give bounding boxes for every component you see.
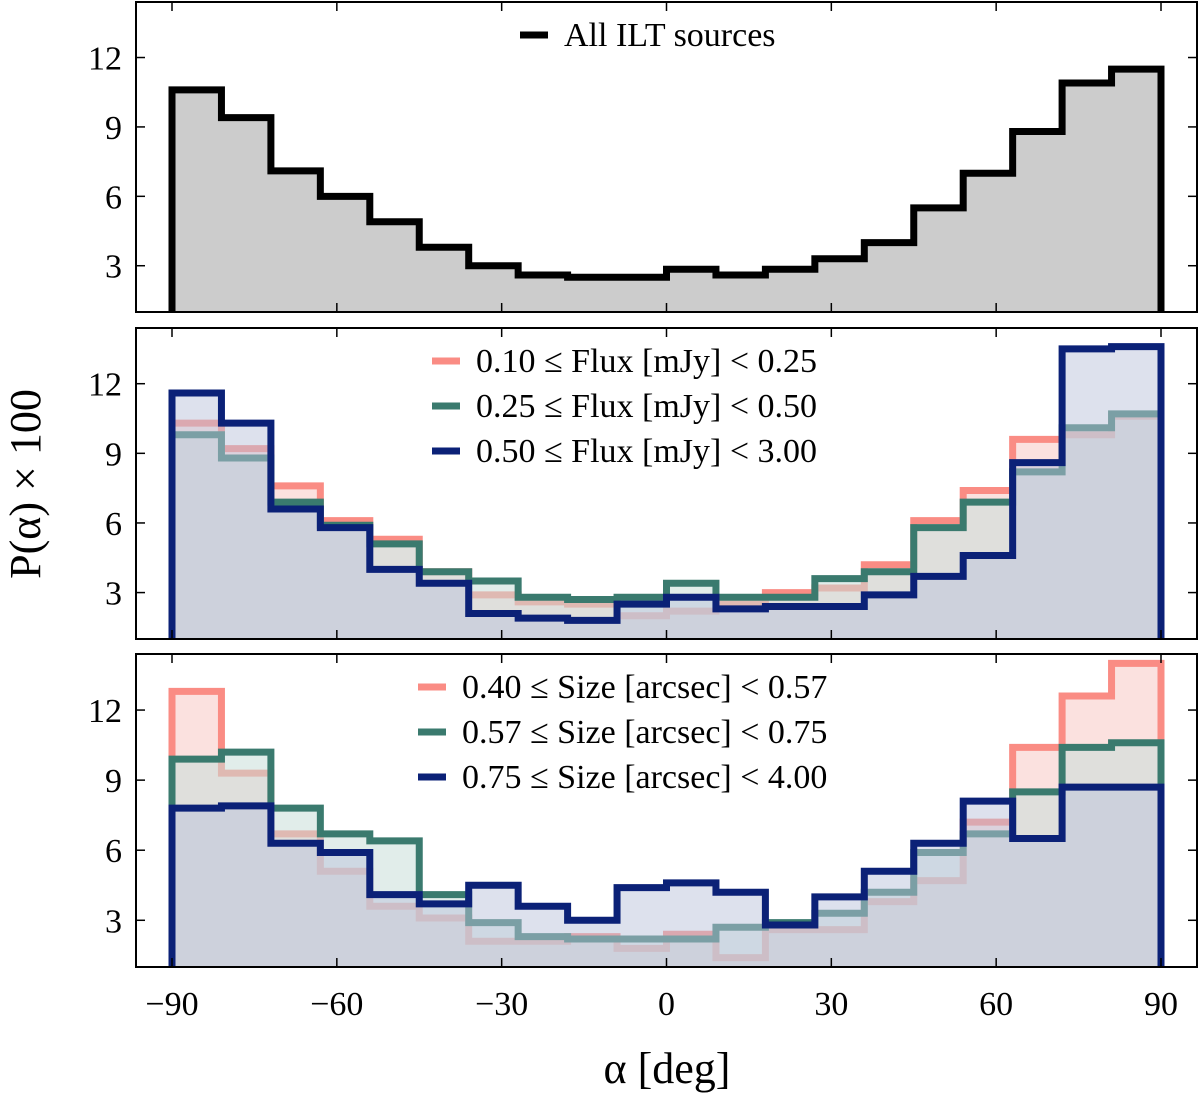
series-line-3 [168,343,1165,639]
y-tick-label: 12 [88,693,122,730]
legend-label: 0.57 ≤ Size [arcsec] < 0.75 [462,714,827,751]
legend-label: 0.25 ≤ Flux [mJy] < 0.50 [476,388,817,425]
y-tick-label: 12 [88,367,122,404]
y-tick-label: 9 [105,436,122,473]
series-line-1 [168,65,1165,312]
y-tick-label: 6 [105,179,122,216]
y-tick-label: 3 [105,249,122,286]
panel-3: 3 6 9 12 −90 −60 −30 0 30 60 90 0.40 ≤ Size [arcsec… [88,653,1198,1093]
y-tick-label: 12 [88,41,122,78]
y-tick-label: 6 [105,506,122,543]
x-tick-label: 0 [658,986,675,1023]
x-tick-label: −90 [145,986,198,1023]
x-tick-label: 30 [814,986,848,1023]
x-tick-label: 60 [979,986,1013,1023]
x-tick-label: −30 [475,986,528,1023]
y-axis-title: P(α) × 100 [1,389,50,579]
panel-2: 3 6 9 12 0.10 ≤ Flux [mJy] < 0.25 0.25 ≤ Flux… [88,327,1198,640]
x-tick-label: 90 [1144,986,1178,1023]
legend-label: 0.50 ≤ Flux [mJy] < 3.00 [476,433,817,470]
y-tick-label: 3 [105,903,122,940]
series-fill-1 [172,69,1161,312]
y-tick-label: 9 [105,110,122,147]
series-fill-3 [172,787,1161,967]
x-tick-label: −60 [310,986,363,1023]
panel-1: 3 6 9 12 All ILT sources [88,1,1198,313]
legend-label: 0.40 ≤ Size [arcsec] < 0.57 [462,669,827,706]
y-tick-label: 3 [105,576,122,613]
x-axis-title: α [deg] [604,1044,731,1093]
legend-label: 0.10 ≤ Flux [mJy] < 0.25 [476,343,817,380]
y-tick-label: 9 [105,763,122,800]
legend-label: 0.75 ≤ Size [arcsec] < 4.00 [462,759,827,796]
series-line-3 [168,783,1165,967]
legend-label: All ILT sources [564,17,776,54]
y-tick-label: 6 [105,833,122,870]
